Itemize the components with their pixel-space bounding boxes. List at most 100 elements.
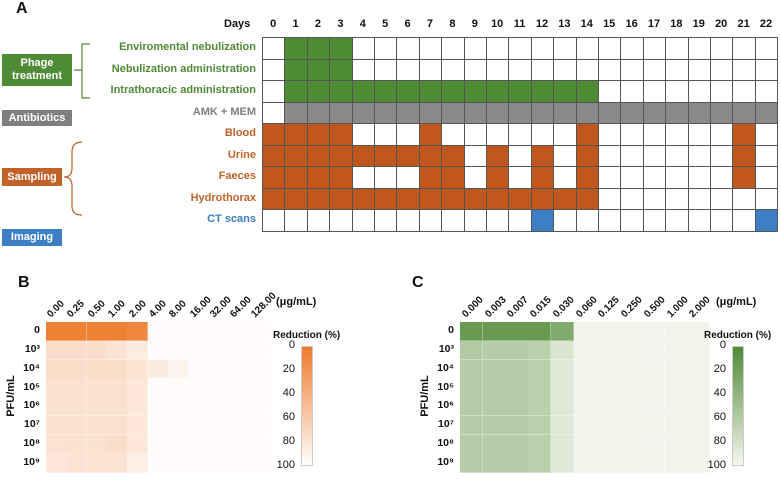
heatmap-cell [229,340,251,360]
heatmap-cell [208,415,230,435]
heatmap-cell [596,359,620,379]
heatmap-cell [460,453,484,473]
heatmap-cell [188,378,210,398]
category-label: Antibiotics [8,111,66,124]
heatmap-cell [687,340,711,360]
heatmap-cell [147,322,169,342]
day-label-5: 5 [382,18,389,30]
y-tick-label: 10⁴ [23,361,40,374]
heatmap-cell [66,359,88,379]
y-tick-label: 10³ [438,343,454,356]
heatmap-cell [127,378,149,398]
heatmap-cell [147,453,169,473]
y-tick-label: 0 [34,324,40,337]
heatmap-cell [482,434,506,454]
category-antibiotics: Antibiotics [2,110,72,126]
heatmap-cell [188,434,210,454]
heatmap-cell [573,359,597,379]
y-axis-title: PFU/mL [5,375,17,417]
day-label-1: 1 [292,18,299,30]
heatmap-cell [664,415,688,435]
day-label-20: 20 [715,18,728,30]
heatmap-cell [528,378,552,398]
heatmap-cell [505,378,529,398]
category-imaging: Imaging [2,229,62,246]
heatmap-cell [107,378,128,398]
heatmap-cell [127,340,149,360]
heatmap-cell [249,378,271,398]
colorbar-tick: 60 [282,411,295,423]
heatmap-cell [46,340,67,360]
heatmap-cell [664,397,688,417]
day-label-14: 14 [580,18,593,30]
y-tick-label: 10³ [24,343,40,356]
heatmap-cell [573,453,597,473]
colorbar-tick: 60 [713,411,726,423]
y-tick-label: 10⁵ [437,380,454,393]
day-label-8: 8 [449,18,456,30]
heatmap-cell [229,415,251,435]
heatmap-cell [86,415,108,435]
row-label: AMK + MEM [192,105,256,118]
sampling-bracket [63,141,83,216]
timeline-cell-active [754,209,779,232]
heatmap-cell [687,322,711,342]
heatmap-cell [460,415,484,435]
y-tick-label: 10⁹ [437,455,454,468]
heatmap-cell [188,359,210,379]
heatmap-cell [482,322,506,342]
colorbar-tick: 80 [713,435,726,447]
colorbar-tick: 0 [288,339,295,351]
day-label-18: 18 [670,18,683,30]
heatmap-cell [86,434,108,454]
heatmap-cell [188,415,210,435]
heatmap-cell [687,453,711,473]
heatmap-cell [66,434,88,454]
colorbar-tick: 100 [276,459,295,471]
heatmap-cell [208,378,230,398]
day-label-22: 22 [759,18,773,30]
heatmap-cell [664,322,688,342]
panel-c-label: C [412,274,424,291]
heatmap-cell [573,322,597,342]
heatmap-cell [168,378,190,398]
heatmap-cell [66,415,88,435]
heatmap-cell [641,453,666,473]
y-tick-label: 10⁸ [23,436,40,449]
heatmap-cell [573,397,597,417]
heatmap-cell [46,397,67,417]
row-label: Blood [224,127,256,139]
heatmap-cell [664,340,688,360]
y-tick-label: 10⁶ [437,399,454,412]
heatmap-cell [66,397,88,417]
heatmap-cell [249,322,271,342]
heatmap-cell [505,453,529,473]
row-label: Urine [227,148,256,161]
heatmap-cell [619,340,643,360]
heatmap-cell [208,397,230,417]
x-unit-label: (μg/mL) [716,296,757,308]
y-tick-label: 10⁹ [23,455,40,468]
day-label-19: 19 [692,18,705,30]
heatmap-cell [460,378,484,398]
heatmap-cell [107,397,128,417]
heatmap-cell [505,397,529,417]
heatmap-cell [664,378,688,398]
heatmap-cell [460,359,484,379]
row-label: Nebulization administration [111,62,256,75]
heatmap-cell [528,453,552,473]
heatmap-cell [229,322,251,342]
category-label: Phage treatment [11,57,63,82]
heatmap-cell [229,359,251,379]
heatmap-cell [249,359,271,379]
heatmap-cell [641,434,666,454]
heatmap-cell [641,415,666,435]
heatmap-cell [249,434,271,454]
heatmap-cell [168,322,190,342]
heatmap-cell [147,397,169,417]
heatmap-cell [573,415,597,435]
heatmap-cell [482,415,506,435]
heatmap-cell [687,378,711,398]
heatmap-cell [229,378,251,398]
